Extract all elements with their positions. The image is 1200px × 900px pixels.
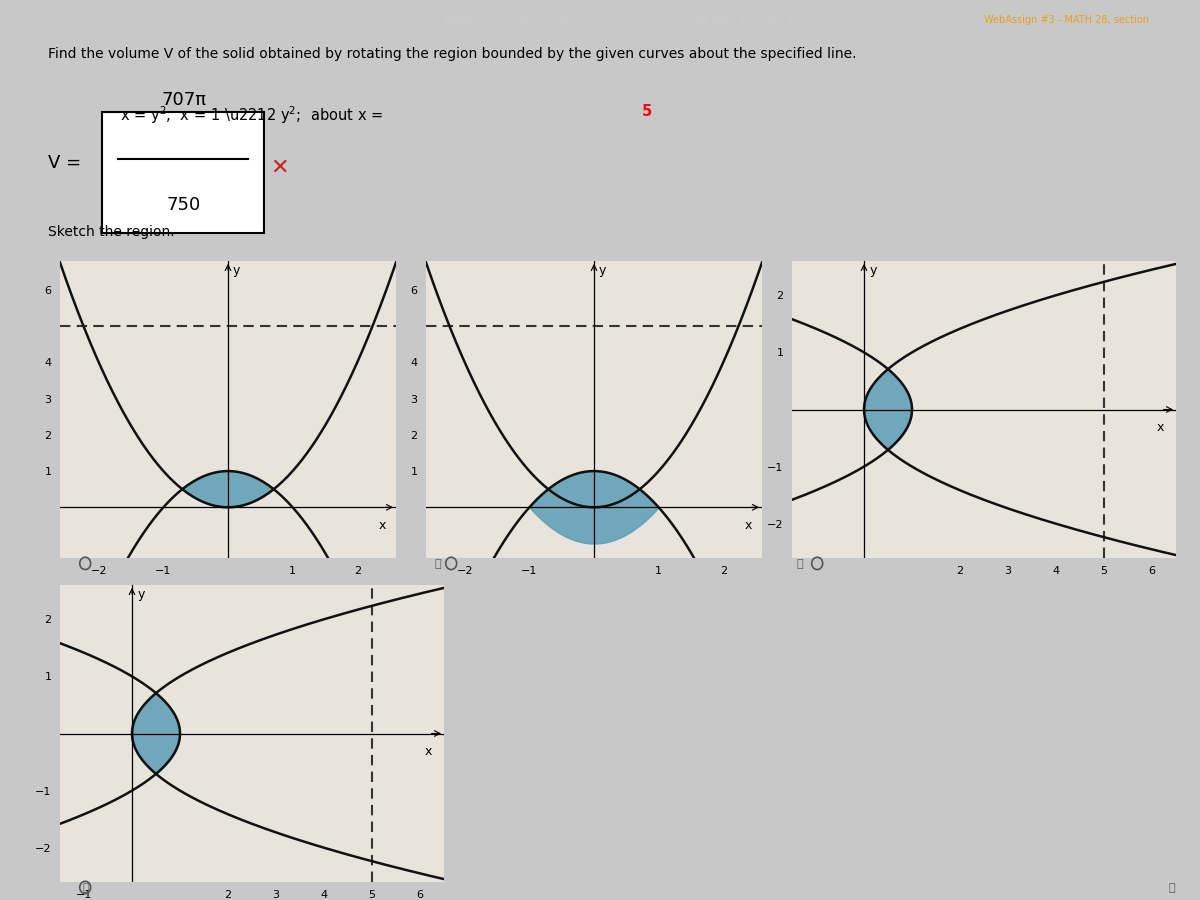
Text: Find the volume V of the solid obtained by rotating the region bounded by the gi: Find the volume V of the solid obtained … [48, 47, 857, 61]
Text: Sketch the region.: Sketch the region. [48, 225, 175, 239]
Text: y: y [138, 588, 145, 601]
Text: y: y [233, 264, 240, 277]
Text: x = y$^2$,  x = 1 \u2212 y$^2$;  about x =: x = y$^2$, x = 1 \u2212 y$^2$; about x = [120, 104, 384, 126]
Text: x: x [425, 745, 432, 759]
Text: x: x [744, 519, 752, 532]
Text: WebAssign #3 - MATH 28, section: WebAssign #3 - MATH 28, section [984, 15, 1150, 25]
FancyBboxPatch shape [102, 112, 264, 233]
Text: y: y [870, 264, 877, 277]
Text: ⓘ: ⓘ [797, 559, 803, 570]
Text: Winter 2022, Exercise Set 2: Winter 2022, Exercise Set 2 [444, 15, 580, 25]
Text: 5: 5 [642, 104, 653, 119]
Text: 707π: 707π [161, 91, 206, 109]
Text: 750: 750 [167, 196, 200, 214]
Text: V =: V = [48, 154, 82, 172]
Text: y: y [599, 264, 606, 277]
Text: ✕: ✕ [270, 158, 289, 177]
Text: x: x [378, 519, 386, 532]
Text: ⓘ: ⓘ [1169, 883, 1175, 894]
Text: 2B_W22_6_2_Part_2: 2B_W22_6_2_Part_2 [696, 14, 793, 26]
Text: ⓘ: ⓘ [83, 883, 89, 894]
Text: ⓘ: ⓘ [434, 559, 440, 570]
Text: x: x [1157, 421, 1164, 435]
